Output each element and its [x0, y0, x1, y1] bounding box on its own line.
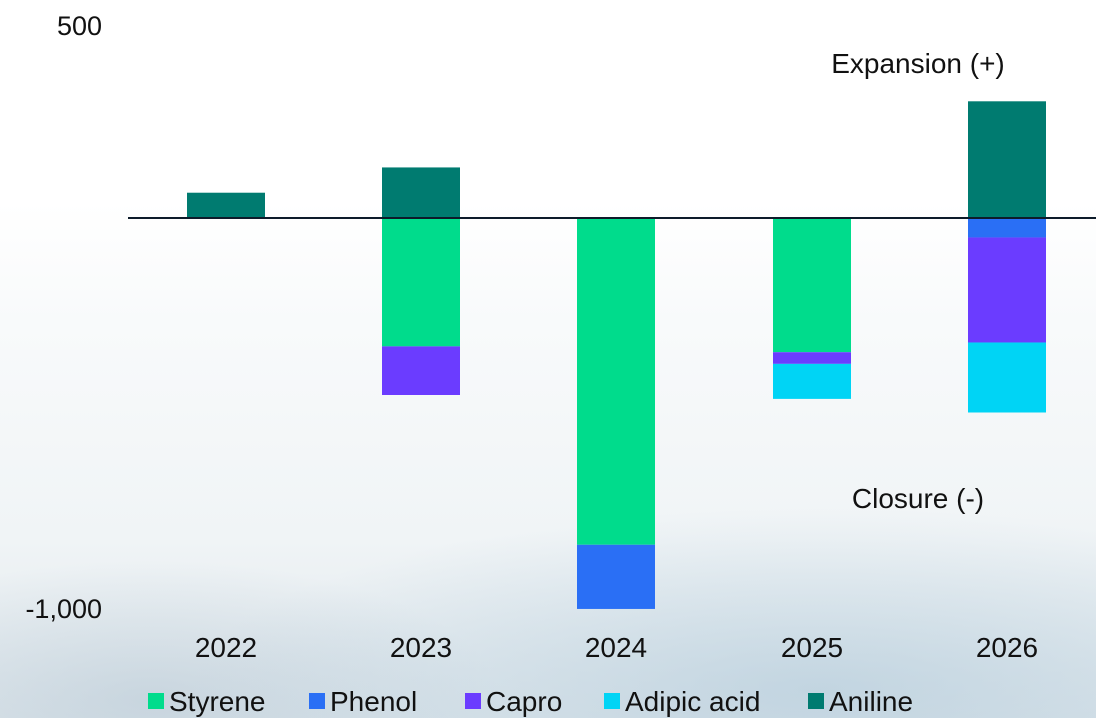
expansion-annotation: Expansion (+) — [831, 48, 1005, 79]
legend-swatch-phenol — [309, 693, 325, 709]
bars-layer — [187, 101, 1046, 609]
legend-label-styrene: Styrene — [169, 686, 266, 717]
bar-phenol-2026 — [968, 218, 1046, 237]
bar-adipic-acid-2026 — [968, 342, 1046, 412]
bar-styrene-2024 — [577, 218, 655, 545]
x-category-label-2022: 2022 — [195, 632, 257, 663]
bar-phenol-2024 — [577, 545, 655, 609]
y-tick-label-bottom: -1,000 — [25, 594, 102, 624]
bar-aniline-2023 — [382, 167, 460, 218]
legend-label-phenol: Phenol — [330, 686, 417, 717]
category-labels: 2022 2023 2024 2025 2026 — [195, 632, 1038, 663]
bar-styrene-2023 — [382, 218, 460, 346]
bar-capro-2025 — [773, 352, 851, 364]
legend-label-aniline: Aniline — [829, 686, 913, 717]
legend: Styrene Phenol Capro Adipic acid Aniline — [148, 686, 913, 717]
bar-adipic-acid-2025 — [773, 364, 851, 399]
legend-swatch-adipic-acid — [604, 693, 620, 709]
legend-swatch-aniline — [808, 693, 824, 709]
bar-capro-2023 — [382, 346, 460, 395]
y-tick-label-top: 500 — [57, 11, 102, 41]
x-category-label-2023: 2023 — [390, 632, 452, 663]
x-category-label-2024: 2024 — [585, 632, 647, 663]
legend-label-adipic-acid: Adipic acid — [625, 686, 760, 717]
legend-swatch-styrene — [148, 693, 164, 709]
bar-capro-2026 — [968, 237, 1046, 342]
bar-aniline-2026 — [968, 101, 1046, 218]
legend-label-capro: Capro — [486, 686, 562, 717]
x-category-label-2025: 2025 — [781, 632, 843, 663]
closure-annotation: Closure (-) — [852, 483, 984, 514]
bar-styrene-2025 — [773, 218, 851, 352]
bar-aniline-2022 — [187, 193, 265, 218]
legend-swatch-capro — [465, 693, 481, 709]
x-category-label-2026: 2026 — [976, 632, 1038, 663]
